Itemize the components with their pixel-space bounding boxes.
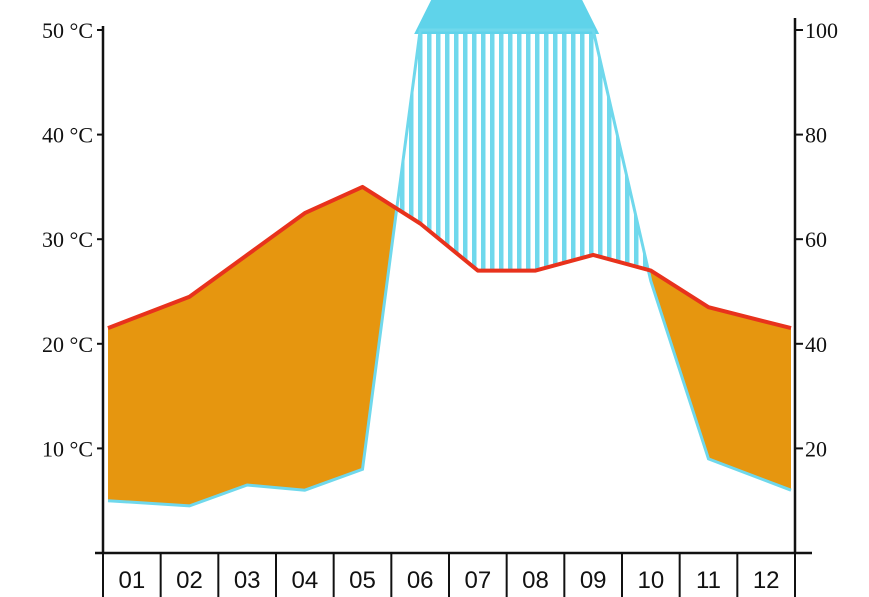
month-label: 05 [349,567,376,594]
right-tick-label: 40 [805,332,827,357]
month-label: 09 [580,567,607,594]
left-tick-label: 30 °C [42,227,93,252]
month-label: 11 [696,567,721,594]
left-tick-label: 10 °C [42,436,93,461]
month-label: 07 [464,567,491,594]
axes: 10 °C 20 °C 30 °C 40 °C 50 °C 20 40 60 80 100 01 02… [42,18,838,597]
month-label: 02 [176,567,203,594]
right-tick-label: 100 [805,18,838,43]
precipitation-line [107,28,792,508]
month-label: 12 [753,567,780,594]
month-label: 06 [407,567,434,594]
temperature-line [107,184,792,331]
month-label: 04 [291,567,318,594]
month-label: 08 [522,567,549,594]
arid-fill [108,186,791,506]
left-tick-label: 40 °C [42,123,93,148]
arid-area [108,186,791,506]
month-label: 10 [637,567,664,594]
right-tick-label: 60 [805,227,827,252]
month-label: 01 [118,567,145,594]
month-label: 03 [234,567,261,594]
area-fills [108,0,791,506]
perhumid-area [414,0,600,34]
series-lines [107,28,792,508]
left-tick-label: 50 °C [42,18,93,43]
right-tick-label: 80 [805,123,827,148]
right-tick-label: 20 [805,436,827,461]
left-tick-label: 20 °C [42,332,93,357]
